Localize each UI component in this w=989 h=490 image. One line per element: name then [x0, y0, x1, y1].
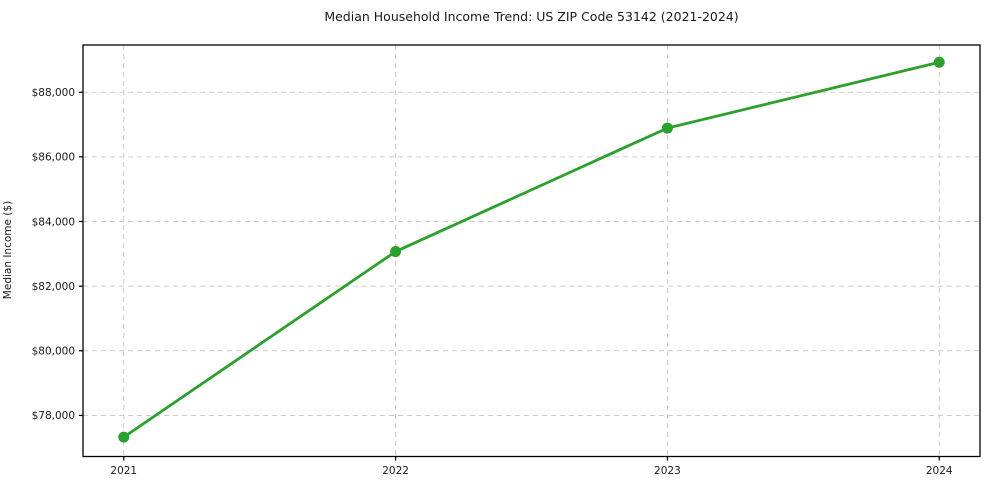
data-point — [118, 431, 130, 443]
chart-title: Median Household Income Trend: US ZIP Co… — [324, 9, 739, 24]
x-tick-label: 2021 — [110, 465, 137, 477]
trend-line — [122, 60, 941, 439]
y-tick-label: $80,000 — [32, 346, 75, 358]
plot-border — [82, 44, 981, 458]
data-point — [390, 246, 402, 258]
x-tick-label: 2024 — [926, 465, 953, 477]
y-tick-label: $88,000 — [32, 87, 75, 99]
y-tick-label: $86,000 — [32, 152, 75, 164]
y-tick-label: $82,000 — [32, 281, 75, 293]
y-axis-label: Median Income ($) — [2, 200, 14, 300]
y-tick-label: $84,000 — [32, 216, 75, 228]
data-point — [933, 56, 945, 68]
y-tick-label: $78,000 — [32, 410, 75, 422]
data-point — [661, 122, 673, 134]
x-tick-label: 2022 — [382, 465, 409, 477]
x-tick-label: 2023 — [654, 465, 681, 477]
